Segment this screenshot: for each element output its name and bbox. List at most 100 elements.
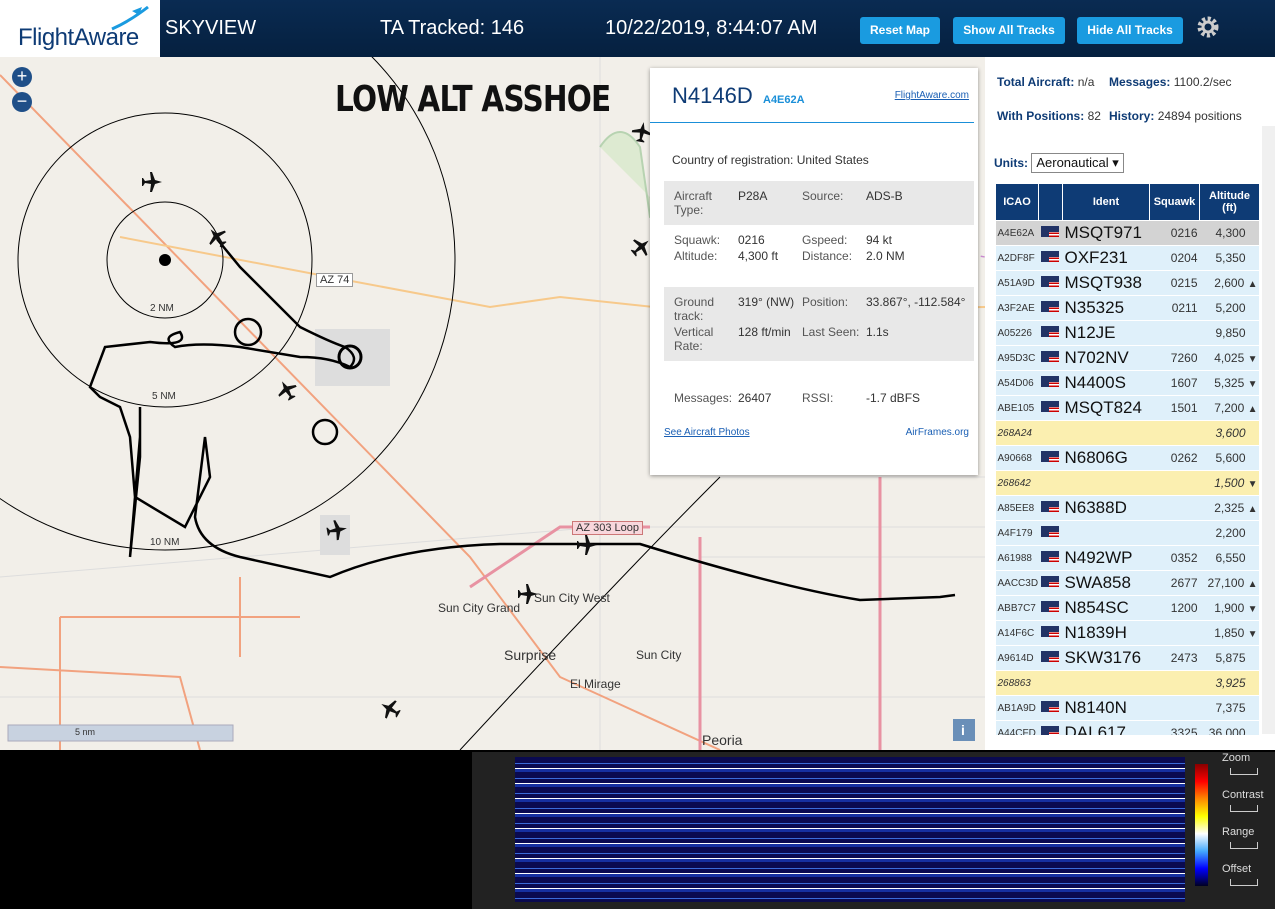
aircraft-row[interactable]: A95D3C N702NV 7260 4,025 ▼ [995,345,1259,371]
aircraft-row[interactable]: A3F2AE N35325 0211 5,200 [995,295,1259,321]
aircraft-row[interactable]: A4F179 2,200 [995,520,1259,546]
aircraft-row[interactable]: A85EE8 N6388D 2,325 ▲ [995,495,1259,521]
field-label: Messages: [674,391,733,405]
header-bar: FlightAware SKYVIEW TA Tracked: 146 10/2… [0,0,1275,57]
ident-cell: DAL617 [1062,720,1150,735]
field-label: Aircraft Type: [674,189,713,217]
control-slider[interactable] [1230,805,1258,812]
col-header[interactable]: Ident [1062,183,1150,221]
ident-cell: SKW3176 [1062,645,1150,671]
aircraft-row[interactable]: 268863 3,925 [995,670,1259,696]
control-slider[interactable] [1230,768,1258,775]
altitude-cell: 2,325 ▲ [1199,495,1259,521]
altitude: 5,325 [1214,376,1245,390]
aircraft-row[interactable]: 268642 1,500 ▼ [995,470,1259,496]
stat: History: 24894 positions [1109,109,1259,123]
field-value: P28A [738,189,768,203]
col-header[interactable]: Altitude (ft) [1199,183,1259,221]
aircraft-row[interactable]: 268A24 3,600 [995,420,1259,446]
field-value: ADS-B [866,189,903,203]
info-button[interactable]: i [961,722,965,738]
aircraft-row[interactable]: ABB7C7 N854SC 1200 1,900 ▼ [995,595,1259,621]
show-tracks-button[interactable]: Show All Tracks [953,17,1065,44]
ident-cell [1062,670,1150,696]
altitude-cell: 9,850 [1199,320,1259,346]
units-select[interactable]: Aeronautical ▾ [1031,153,1124,173]
settings-gear[interactable] [1196,15,1220,39]
color-bar [1195,764,1208,886]
aircraft-row[interactable]: A4E62A MSQT971 0216 4,300 [995,220,1259,246]
app-name: SKYVIEW [165,17,257,39]
flag-cell [1038,270,1063,296]
logo[interactable]: FlightAware [0,0,160,57]
tracked-count: TA Tracked: 146 [380,17,525,39]
squawk-cell: 7260 [1149,345,1200,371]
field-value: 94 kt [866,233,893,247]
zoom-in[interactable]: + [12,67,32,87]
scrollbar[interactable] [1262,126,1275,734]
aircraft-row[interactable]: AACC3D SWA858 2677 27,100 ▲ [995,570,1259,596]
control-slider[interactable] [1230,842,1258,849]
trend: ▼ [1247,379,1258,390]
zoom-out[interactable]: − [12,92,32,112]
ident-cell: N8140N [1062,695,1150,721]
stat-label: Messages: [1109,75,1171,89]
squawk-cell: 3325 [1149,720,1200,735]
flag-icon [1040,451,1059,462]
stat: With Positions: 82 [997,109,1105,123]
altitude: 3,600 [1215,426,1246,440]
field-label: Last Seen: [802,325,860,339]
ident-cell: N702NV [1062,345,1150,371]
aircraft-row[interactable]: A14F6C N1839H 1,850 ▼ [995,620,1259,646]
col-header[interactable]: ICAO [995,183,1039,221]
ident-cell: N6806G [1062,445,1150,471]
field-value: 33.867°, -112.584° [866,295,966,309]
ident: N1839H [1064,623,1127,642]
aircraft-row[interactable]: A61988 N492WP 0352 6,550 [995,545,1259,571]
aircraft-row[interactable]: A44CFD DAL617 3325 36,000 [995,720,1259,735]
squawk: 0215 [1170,276,1198,290]
aircraft-row[interactable]: A9614D SKW3176 2473 5,875 [995,645,1259,671]
ident: SKW3176 [1064,648,1142,667]
field-value: 0216 [738,233,765,247]
altitude-cell: 5,325 ▼ [1199,370,1259,396]
control-slider[interactable] [1230,879,1258,886]
squawk: 7260 [1170,351,1198,365]
ident: MSQT938 [1064,273,1142,292]
icao-cell: A90668 [995,445,1039,471]
ident-cell: N492WP [1062,545,1150,571]
altitude: 2,600 [1214,276,1245,290]
place-label: Sun City [636,648,682,662]
col-header[interactable]: Squawk [1149,183,1200,221]
aircraft-row[interactable]: A90668 N6806G 0262 5,600 [995,445,1259,471]
hide-tracks-button[interactable]: Hide All Tracks [1077,17,1183,44]
flag-cell [1038,645,1063,671]
aircraft-row[interactable]: A2DF8F OXF231 0204 5,350 [995,245,1259,271]
squawk-cell [1149,320,1200,346]
squawk-cell: 0211 [1149,295,1200,321]
field-label: Ground track: [674,295,715,323]
aircraft-table: ICAO Ident Squawk Altitude (ft) A4E62A MS… [995,183,1259,735]
altitude-cell: 27,100 ▲ [1199,570,1259,596]
aircraft-row[interactable]: ABE105 MSQT824 1501 7,200 ▲ [995,395,1259,421]
squawk-cell: 2677 [1149,570,1200,596]
reset-map-button[interactable]: Reset Map [860,17,940,44]
ident-cell: MSQT824 [1062,395,1150,421]
airframes-link[interactable]: AirFrames.org [905,427,969,438]
ident: N35325 [1064,298,1125,317]
aircraft-row[interactable]: A51A9D MSQT938 0215 2,600 ▲ [995,270,1259,296]
road-label: AZ 74 [316,273,354,287]
field-value: 26407 [738,391,772,405]
aircraft-row[interactable]: A05226 N12JE 9,850 [995,320,1259,346]
ident: SWA858 [1064,573,1131,592]
map-canvas [0,57,985,750]
aircraft-row[interactable]: AB1A9D N8140N 7,375 [995,695,1259,721]
ident: DAL617 [1064,723,1126,735]
squawk: 0262 [1170,451,1198,465]
icao-cell: A14F6C [995,620,1039,646]
altitude-cell: 5,200 [1199,295,1259,321]
popup-link[interactable]: FlightAware.com [894,90,969,101]
photos-link[interactable]: See Aircraft Photos [664,427,750,438]
flag-cell [1038,695,1063,721]
aircraft-row[interactable]: A54D06 N4400S 1607 5,325 ▼ [995,370,1259,396]
